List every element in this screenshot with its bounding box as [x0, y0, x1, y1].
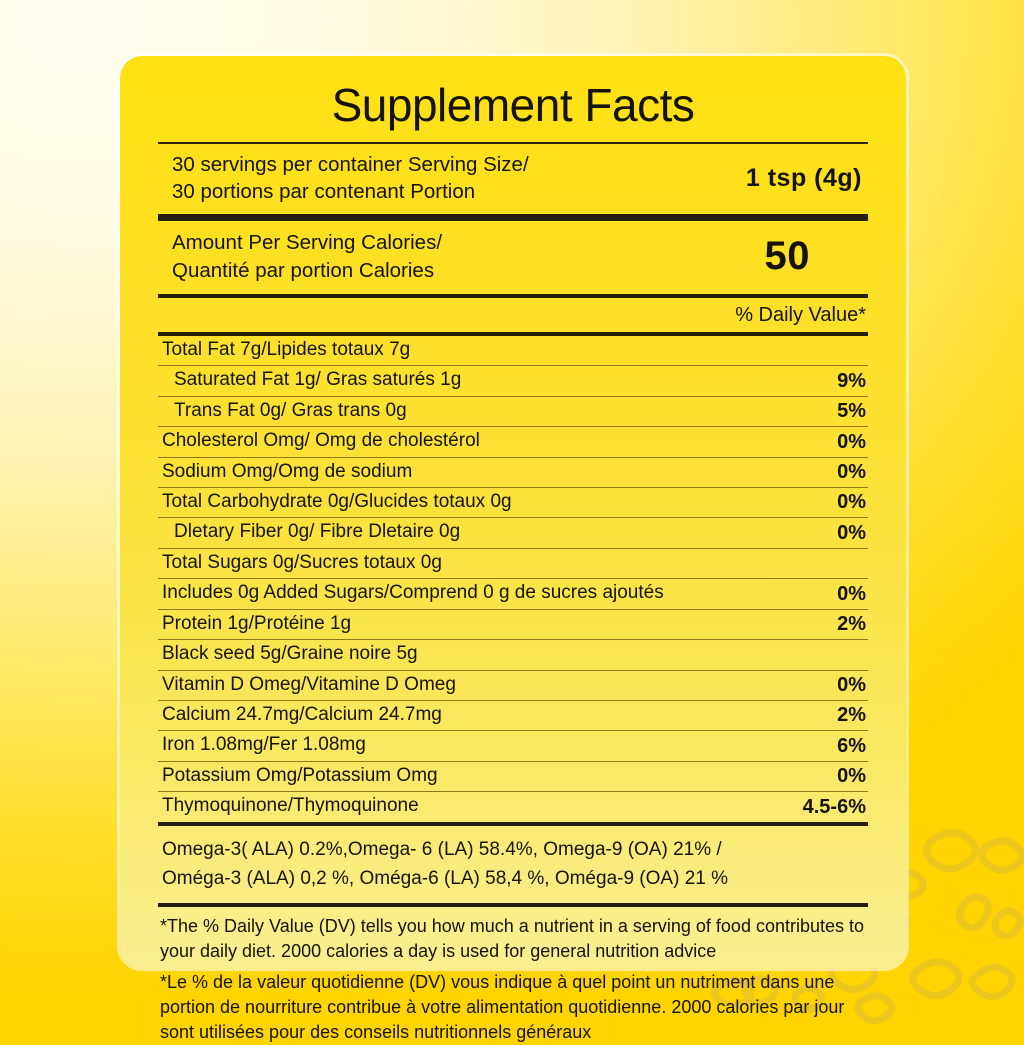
omega-block: Omega-3( ALA) 0.2%,Omega- 6 (LA) 58.4%, …: [158, 826, 868, 904]
nutrient-row-divider: [158, 517, 868, 519]
nutrient-name: Black seed 5g/Graine noire 5g: [162, 643, 418, 665]
nutrient-row: Trans Fat 0g/ Gras trans 0g 5%: [158, 397, 868, 426]
nutrient-row: Total Sugars 0g/Sucres totaux 0g: [158, 549, 868, 578]
daily-value-header: % Daily Value*: [735, 304, 866, 327]
nutrient-name: Vitamin D Omeg/Vitamine D Omeg: [162, 673, 456, 695]
nutrient-row-divider: [158, 365, 868, 367]
nutrient-daily-value: 0%: [837, 673, 866, 696]
nutrient-row: Total Fat 7g/Lipides totaux 7g: [158, 336, 868, 365]
nutrient-row-divider: [158, 791, 868, 793]
nutrient-row: Cholesterol Omg/ Omg de cholestérol 0%: [158, 427, 868, 456]
divider-thick-serving: [158, 214, 868, 222]
nutrient-row: Potassium Omg/Potassium Omg 0%: [158, 762, 868, 791]
nutrient-row: Calcium 24.7mg/Calcium 24.7mg 2%: [158, 701, 868, 730]
nutrient-row-divider: [158, 639, 868, 641]
nutrient-daily-value: 4.5-6%: [802, 795, 866, 818]
nutrient-daily-value: 2%: [837, 613, 866, 636]
serving-size-label-fr: 30 portions par contenant Portion: [172, 180, 476, 204]
calories-value: 50: [764, 234, 810, 279]
nutrient-daily-value: 9%: [837, 369, 866, 392]
nutrient-name: Iron 1.08mg/Fer 1.08mg: [162, 734, 366, 756]
omega-line-en: Omega-3( ALA) 0.2%,Omega- 6 (LA) 58.4%, …: [162, 838, 722, 860]
nutrient-row: Saturated Fat 1g/ Gras saturés 1g 9%: [158, 366, 868, 395]
nutrient-row: Black seed 5g/Graine noire 5g: [158, 640, 868, 669]
divider-mid-omega-bottom: [158, 903, 868, 908]
nutrient-row: Thymoquinone/Thymoquinone 4.5-6%: [158, 792, 868, 821]
nutrient-daily-value: 0%: [837, 491, 866, 514]
nutrient-row: Total Carbohydrate 0g/Glucides totaux 0g…: [158, 488, 868, 517]
nutrient-daily-value: 0%: [837, 461, 866, 484]
nutrient-row: Iron 1.08mg/Fer 1.08mg 6%: [158, 731, 868, 760]
nutrient-daily-value: 2%: [837, 704, 866, 727]
calories-label-en: Amount Per Serving Calories/: [172, 231, 443, 255]
page-title: Supplement Facts: [331, 79, 695, 131]
nutrient-row-divider: [158, 456, 868, 458]
nutrient-row-divider: [158, 426, 868, 428]
nutrient-row-divider: [158, 730, 868, 732]
nutrient-name: Total Fat 7g/Lipides totaux 7g: [162, 339, 411, 361]
nutrient-name: Protein 1g/Protéine 1g: [162, 612, 352, 634]
nutrient-row-divider: [158, 608, 868, 610]
footnote-en: *The % Daily Value (DV) tells you how mu…: [160, 916, 865, 962]
nutrient-name: Calcium 24.7mg/Calcium 24.7mg: [162, 703, 442, 725]
nutrient-name: Thymoquinone/Thymoquinone: [162, 795, 419, 817]
nutrient-name: Sodium Omg/Omg de sodium: [162, 460, 413, 482]
nutrient-row: Sodium Omg/Omg de sodium 0%: [158, 458, 868, 487]
nutrient-name: Potassium Omg/Potassium Omg: [162, 764, 438, 786]
divider-mid-omega-top: [158, 821, 868, 826]
calories-label: Amount Per Serving Calories/ Quantité pa…: [158, 229, 442, 284]
calories-row: Amount Per Serving Calories/ Quantité pa…: [158, 221, 868, 294]
nutrient-row: Dletary Fiber 0g/ Fibre Dletaire 0g 0%: [158, 518, 868, 547]
nutrient-row: Protein 1g/Protéine 1g 2%: [158, 610, 868, 639]
serving-size-row: 30 servings per container Serving Size/ …: [158, 144, 868, 214]
nutrient-table: Total Fat 7g/Lipides totaux 7g Saturated …: [158, 336, 868, 822]
nutrient-row-divider: [158, 669, 868, 671]
nutrient-row-divider: [158, 547, 868, 549]
nutrient-name: Saturated Fat 1g/ Gras saturés 1g: [174, 369, 462, 391]
nutrient-row-divider: [158, 699, 868, 701]
omega-line-fr: Oméga-3 (ALA) 0,2 %, Oméga-6 (LA) 58,4 %…: [162, 867, 729, 889]
nutrient-daily-value: 6%: [837, 734, 866, 757]
serving-size-label: 30 servings per container Serving Size/ …: [158, 151, 529, 205]
nutrient-row: Vitamin D Omeg/Vitamine D Omeg 0%: [158, 671, 868, 700]
nutrient-name: Cholesterol Omg/ Omg de cholestérol: [162, 430, 480, 452]
serving-size-label-en: 30 servings per container Serving Size/: [172, 153, 529, 176]
nutrient-name: Includes 0g Added Sugars/Comprend 0 g de…: [162, 582, 664, 604]
nutrient-name: Dletary Fiber 0g/ Fibre Dletaire 0g: [174, 521, 461, 543]
nutrient-daily-value: 5%: [837, 400, 866, 423]
nutrient-row-divider: [158, 487, 868, 489]
nutrient-row-divider: [158, 395, 868, 397]
serving-size-value: 1 tsp (4g): [745, 163, 862, 192]
divider-mid-calories: [158, 294, 868, 299]
nutrient-row-divider: [158, 578, 868, 580]
nutrient-daily-value: 0%: [837, 521, 866, 544]
supplement-facts-card: Supplement Facts 30 servings per contain…: [120, 56, 906, 1042]
nutrient-row-divider: [158, 760, 868, 762]
nutrient-daily-value: 0%: [837, 765, 866, 788]
nutrient-daily-value: 0%: [837, 430, 866, 453]
divider-thin-top: [158, 142, 868, 144]
nutrient-name: Total Sugars 0g/Sucres totaux 0g: [162, 551, 442, 573]
footnote-fr: *Le % de la valeur quotidienne (DV) vous…: [160, 972, 845, 1042]
calories-label-fr: Quantité par portion Calories: [172, 258, 435, 282]
nutrient-row: Includes 0g Added Sugars/Comprend 0 g de…: [158, 579, 868, 608]
nutrient-name: Trans Fat 0g/ Gras trans 0g: [174, 399, 407, 421]
nutrient-daily-value: 0%: [837, 582, 866, 605]
divider-mid-dv: [158, 332, 868, 337]
nutrient-name: Total Carbohydrate 0g/Glucides totaux 0g: [162, 491, 512, 513]
